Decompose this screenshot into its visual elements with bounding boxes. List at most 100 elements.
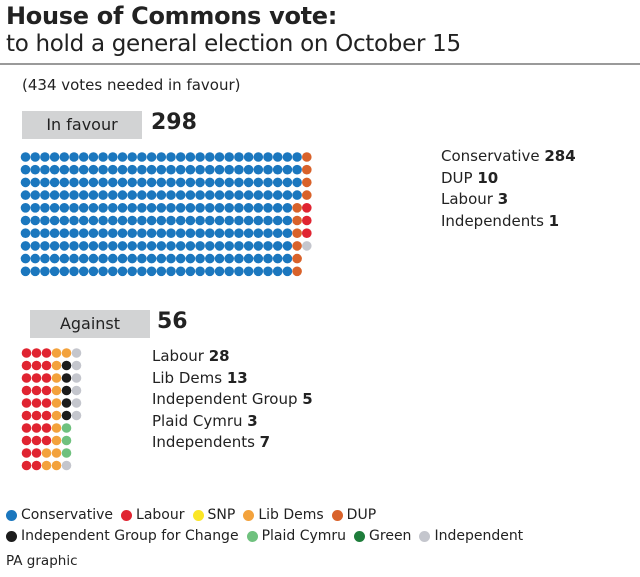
vote-dot-labour [31,373,42,383]
vote-dot-conservative [59,215,70,226]
vote-dot-conservative [175,203,186,213]
vote-dot-conservative [185,241,196,251]
vote-dot-conservative [88,241,99,251]
vote-dot-conservative [214,164,225,175]
vote-dot-conservative [117,266,128,277]
vote-dot-lib-dems [51,423,62,433]
vote-dot-independent-group-for-change [61,373,72,383]
party-name: Lib Dems [152,368,223,387]
vote-dot-conservative [59,266,70,277]
vote-dot-dup [302,177,312,188]
legend-swatch [243,509,255,521]
vote-dot-conservative [49,215,60,226]
vote-dot-conservative [224,164,234,175]
vote-dot-conservative [185,164,196,175]
vote-dot-conservative [205,203,215,213]
vote-dot-conservative [234,190,244,200]
vote-dot-labour [41,435,52,446]
vote-dot-conservative [146,203,157,213]
in-favour-total: 298 [151,110,197,135]
vote-dot-conservative [59,253,70,264]
vote-dot-conservative [98,203,108,213]
vote-dot-conservative [117,190,128,200]
vote-dot-lib-dems [61,348,72,358]
vote-dot-conservative [214,253,225,264]
vote-dot-conservative [272,203,283,213]
vote-dot-conservative [127,190,137,200]
vote-dot-conservative [185,228,196,238]
legend-swatch [6,509,17,521]
vote-dot-conservative [272,253,283,264]
vote-dot-conservative [108,203,118,213]
breakdown-row: Independents 1 [441,211,576,233]
vote-dot-conservative [224,190,234,200]
party-name: DUP [441,168,473,187]
vote-dot-labour [31,448,42,458]
vote-dot-conservative [20,190,31,200]
legend-item: Plaid Cymru [246,528,346,544]
vote-dot-conservative [127,215,137,226]
vote-dot-conservative [185,152,196,162]
vote-dot-dup [292,228,302,238]
vote-dot-conservative [253,215,264,226]
vote-dot-conservative [166,228,176,238]
legend-label: DUP [346,507,377,523]
vote-dot-conservative [166,203,176,213]
vote-dot-conservative [214,241,225,251]
vote-dot-labour [302,203,312,213]
party-votes: 1 [548,211,560,230]
vote-dot-conservative [243,203,254,213]
vote-dot-conservative [137,228,147,238]
vote-dot-conservative [224,215,234,226]
vote-dot-conservative [272,266,283,277]
vote-dot-conservative [98,228,108,238]
vote-dot-conservative [137,177,147,188]
legend-swatch [246,530,258,542]
vote-dot-conservative [166,266,176,277]
vote-dot-conservative [292,164,302,175]
votes-needed-note: (434 votes needed in favour) [22,76,241,94]
vote-dot-conservative [117,241,128,251]
vote-dot-independent-group-for-change [61,410,72,421]
vote-dot-conservative [117,203,128,213]
vote-dot-conservative [156,253,167,264]
vote-dot-conservative [98,215,108,226]
in-favour-breakdown: Conservative 284 DUP 10 Labour 3 Indepen… [441,146,576,232]
vote-dot-conservative [292,177,302,188]
vote-dot-conservative [243,164,254,175]
vote-dot-conservative [88,164,99,175]
vote-dot-conservative [263,228,273,238]
vote-dot-conservative [49,190,60,200]
in-favour-label: In favour [22,111,142,139]
vote-dot-conservative [30,228,40,238]
vote-dot-conservative [30,177,40,188]
vote-dot-conservative [205,190,215,200]
vote-dot-conservative [30,164,40,175]
vote-dot-conservative [195,177,205,188]
vote-dot-conservative [185,266,196,277]
vote-dot-conservative [282,190,293,200]
vote-dot-labour [31,385,42,396]
vote-dot-conservative [263,177,273,188]
vote-dot-labour [41,423,52,433]
vote-dot-dup [302,152,312,162]
vote-dot-conservative [166,164,176,175]
vote-dot-conservative [234,177,244,188]
vote-dot-conservative [127,152,137,162]
vote-dot-dup [302,190,312,200]
against-breakdown: Labour 28 Lib Dems 13 Independent Group … [152,346,313,454]
vote-dot-conservative [156,228,167,238]
party-name: Independents [441,211,544,230]
vote-dot-conservative [234,241,244,251]
vote-dot-conservative [234,152,244,162]
vote-dot-conservative [263,164,273,175]
vote-dot-conservative [117,215,128,226]
vote-dot-conservative [175,266,186,277]
vote-dot-conservative [253,241,264,251]
breakdown-row: Lib Dems 13 [152,368,313,390]
vote-dot-conservative [30,152,40,162]
vote-dot-conservative [69,164,79,175]
vote-dot-lib-dems [51,410,62,421]
vote-dot-labour [21,360,32,371]
vote-dot-conservative [69,253,79,264]
